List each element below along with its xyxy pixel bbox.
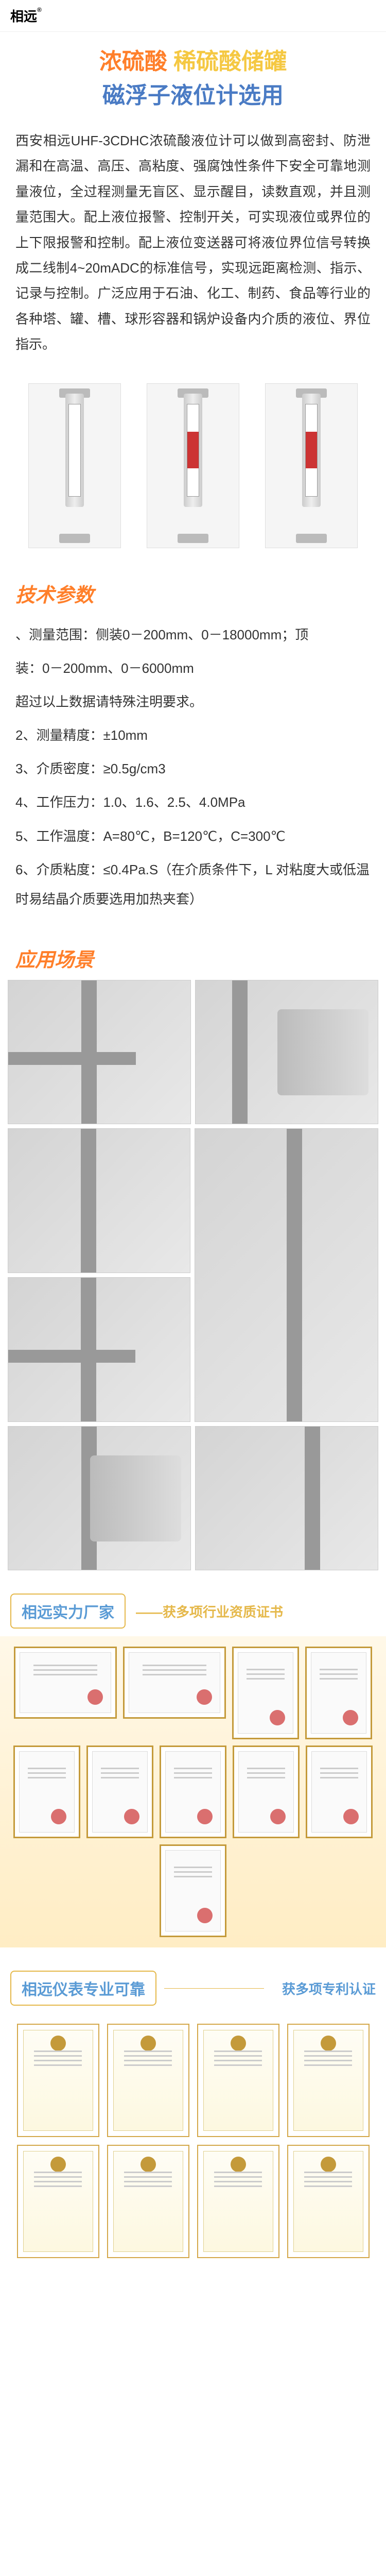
- patent-grid: [0, 2013, 386, 2268]
- product-image-3: [265, 383, 358, 548]
- patent-item: [107, 2024, 189, 2137]
- spec-item: 装：0－200mm、0－6000mm: [15, 654, 371, 683]
- cert-badge-2: 相远仪表专业可靠: [10, 1971, 156, 2006]
- app-photo: [8, 1426, 191, 1570]
- spec-item: 3、介质密度：≥0.5g/cm3: [15, 754, 371, 784]
- spec-item: 5、工作温度：A=80℃，B=120℃，C=300℃: [15, 822, 371, 851]
- cert-header-2: 相远仪表专业可靠 获多项专利认证: [0, 1963, 386, 2013]
- spec-item: 超过以上数据请特殊注明要求。: [15, 687, 371, 717]
- intro-paragraph: 西安相远UHF-3CDHC浓硫酸液位计可以做到高密封、防泄漏和在高温、高压、高粘…: [0, 128, 386, 373]
- title-1b: 稀硫酸储罐: [173, 49, 287, 74]
- app-photo: [8, 980, 191, 1124]
- cert-item: [232, 1647, 299, 1739]
- title-line-2: 磁浮子液位计选用: [10, 79, 376, 113]
- cert-section-1: 相远实力厂家 ——获多项行业资质证书: [0, 1586, 386, 1947]
- product-images: [0, 373, 386, 569]
- app-photo: [195, 1128, 378, 1422]
- cert-item: [233, 1745, 300, 1838]
- cert-subtitle-1: ——获多项行业资质证书: [136, 1602, 283, 1621]
- app-photo: [8, 1277, 190, 1422]
- spec-item: 、测量范围：侧装0－200mm、0－18000mm；顶: [15, 620, 371, 650]
- cert-subtitle-2: 获多项专利认证: [282, 1979, 376, 1998]
- app-photo: [8, 1128, 190, 1273]
- patent-item: [287, 2024, 370, 2137]
- specs-list: 、测量范围：侧装0－200mm、0－18000mm；顶 装：0－200mm、0－…: [0, 615, 386, 934]
- product-image-2: [147, 383, 239, 548]
- cert-badge-1: 相远实力厂家: [10, 1594, 126, 1629]
- patent-item: [107, 2145, 189, 2258]
- cert-item: [14, 1647, 117, 1719]
- cert-header-1: 相远实力厂家 ——获多项行业资质证书: [0, 1586, 386, 1636]
- cert-item: [86, 1745, 153, 1838]
- cert-item: [306, 1745, 373, 1838]
- app-photo: [195, 980, 378, 1124]
- spec-item: 4、工作压力：1.0、1.6、2.5、4.0MPa: [15, 788, 371, 817]
- patent-item: [197, 2145, 279, 2258]
- cert-section-2: 相远仪表专业可靠 获多项专利认证: [0, 1963, 386, 2268]
- logo-text: 相远: [10, 9, 37, 24]
- spec-item: 2、测量精度：±10mm: [15, 721, 371, 750]
- app-photo: [195, 1426, 378, 1570]
- spec-item: 6、介质粘度：≤0.4Pa.S（在介质条件下，L 对粘度大或低温时易结晶介质要选…: [15, 855, 371, 914]
- app-photos: [0, 980, 386, 1570]
- patent-item: [287, 2145, 370, 2258]
- logo-bar: 相远®: [0, 0, 386, 32]
- cert-item: [160, 1745, 226, 1838]
- cert-grid-1: [0, 1636, 386, 1947]
- title-section: 浓硫酸 稀硫酸储罐 磁浮子液位计选用: [0, 32, 386, 128]
- app-header: 应用场景: [0, 934, 386, 980]
- cert-item: [305, 1647, 372, 1739]
- title-line-1: 浓硫酸 稀硫酸储罐: [10, 45, 376, 79]
- cert-item: [13, 1745, 80, 1838]
- patent-item: [17, 2024, 99, 2137]
- cert-item: [123, 1647, 226, 1719]
- logo-mark: ®: [37, 6, 42, 13]
- title-1a: 浓硫酸: [99, 49, 167, 74]
- product-image-1: [28, 383, 121, 548]
- cert-item: [160, 1844, 226, 1937]
- patent-item: [197, 2024, 279, 2137]
- specs-header: 技术参数: [0, 569, 386, 615]
- patent-item: [17, 2145, 99, 2258]
